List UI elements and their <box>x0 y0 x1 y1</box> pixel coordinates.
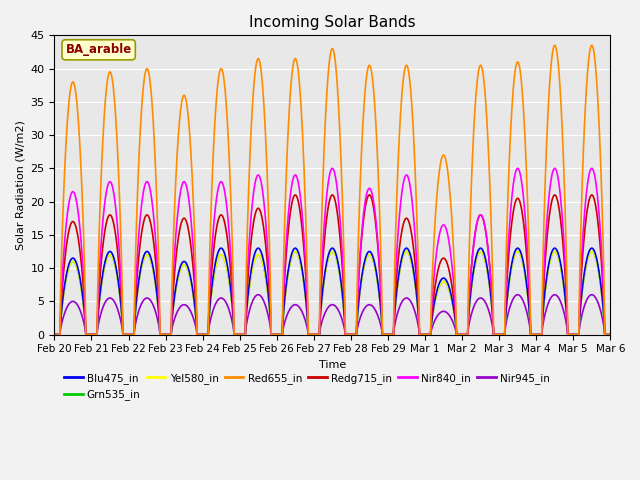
Line: Nir840_in: Nir840_in <box>54 168 611 335</box>
Red655_in <box>488 264 496 270</box>
Nir945_in <box>150 305 158 311</box>
Yel580_in <box>291 249 299 254</box>
Red655_in <box>551 42 559 48</box>
Nir840_in <box>51 332 58 337</box>
Red655_in <box>150 138 158 144</box>
Red655_in <box>312 332 319 337</box>
Red655_in <box>51 332 58 337</box>
Blu475_in <box>606 332 614 337</box>
Yel580_in <box>312 332 319 337</box>
Nir840_in <box>328 166 336 171</box>
Nir840_in <box>426 332 434 337</box>
Line: Redg715_in: Redg715_in <box>54 195 611 335</box>
Blu475_in <box>457 332 465 337</box>
Nir840_in <box>312 332 319 337</box>
Redg715_in <box>489 304 497 310</box>
Redg715_in <box>457 332 465 337</box>
Nir945_in <box>426 332 434 337</box>
Grn535_in <box>489 312 497 318</box>
Redg715_in <box>291 192 299 198</box>
Nir945_in <box>607 332 614 337</box>
Yel580_in <box>606 332 614 337</box>
Nir945_in <box>457 332 465 337</box>
Yel580_in <box>489 312 497 318</box>
Red655_in <box>606 332 614 337</box>
Line: Yel580_in: Yel580_in <box>54 252 611 335</box>
Nir945_in <box>254 292 262 298</box>
Legend: Blu475_in, Grn535_in, Yel580_in, Red655_in, Redg715_in, Nir840_in, Nir945_in: Blu475_in, Grn535_in, Yel580_in, Red655_… <box>60 369 554 404</box>
Redg715_in <box>312 332 319 337</box>
Grn535_in <box>150 274 158 279</box>
Y-axis label: Solar Radiation (W/m2): Solar Radiation (W/m2) <box>15 120 25 250</box>
Line: Nir945_in: Nir945_in <box>54 295 611 335</box>
Yel580_in <box>607 332 614 337</box>
Text: BA_arable: BA_arable <box>65 43 132 56</box>
Yel580_in <box>51 332 58 337</box>
Yel580_in <box>457 332 465 337</box>
Nir945_in <box>51 332 58 337</box>
Nir945_in <box>312 332 319 337</box>
Redg715_in <box>51 332 58 337</box>
Redg715_in <box>150 245 158 251</box>
Blu475_in <box>426 332 434 337</box>
Line: Grn535_in: Grn535_in <box>54 252 611 335</box>
Grn535_in <box>312 332 319 337</box>
Grn535_in <box>457 332 465 337</box>
Redg715_in <box>426 332 434 337</box>
Redg715_in <box>607 332 614 337</box>
Nir840_in <box>607 332 614 337</box>
Red655_in <box>457 332 465 337</box>
X-axis label: Time: Time <box>319 360 346 370</box>
Nir840_in <box>150 220 158 226</box>
Blu475_in <box>150 271 158 277</box>
Line: Red655_in: Red655_in <box>54 45 611 335</box>
Nir840_in <box>489 304 497 310</box>
Grn535_in <box>291 249 299 254</box>
Blu475_in <box>489 312 497 317</box>
Blu475_in <box>51 332 58 337</box>
Blu475_in <box>607 332 614 337</box>
Red655_in <box>426 332 434 337</box>
Blu475_in <box>312 332 319 337</box>
Grn535_in <box>607 332 614 337</box>
Grn535_in <box>426 332 434 337</box>
Nir840_in <box>457 332 465 337</box>
Yel580_in <box>426 332 434 337</box>
Yel580_in <box>150 274 158 279</box>
Title: Incoming Solar Bands: Incoming Solar Bands <box>249 15 415 30</box>
Blu475_in <box>217 245 225 251</box>
Nir945_in <box>606 332 614 337</box>
Nir840_in <box>606 332 614 337</box>
Redg715_in <box>606 332 614 337</box>
Line: Blu475_in: Blu475_in <box>54 248 611 335</box>
Nir945_in <box>489 323 497 329</box>
Grn535_in <box>51 332 58 337</box>
Red655_in <box>607 332 614 337</box>
Grn535_in <box>606 332 614 337</box>
